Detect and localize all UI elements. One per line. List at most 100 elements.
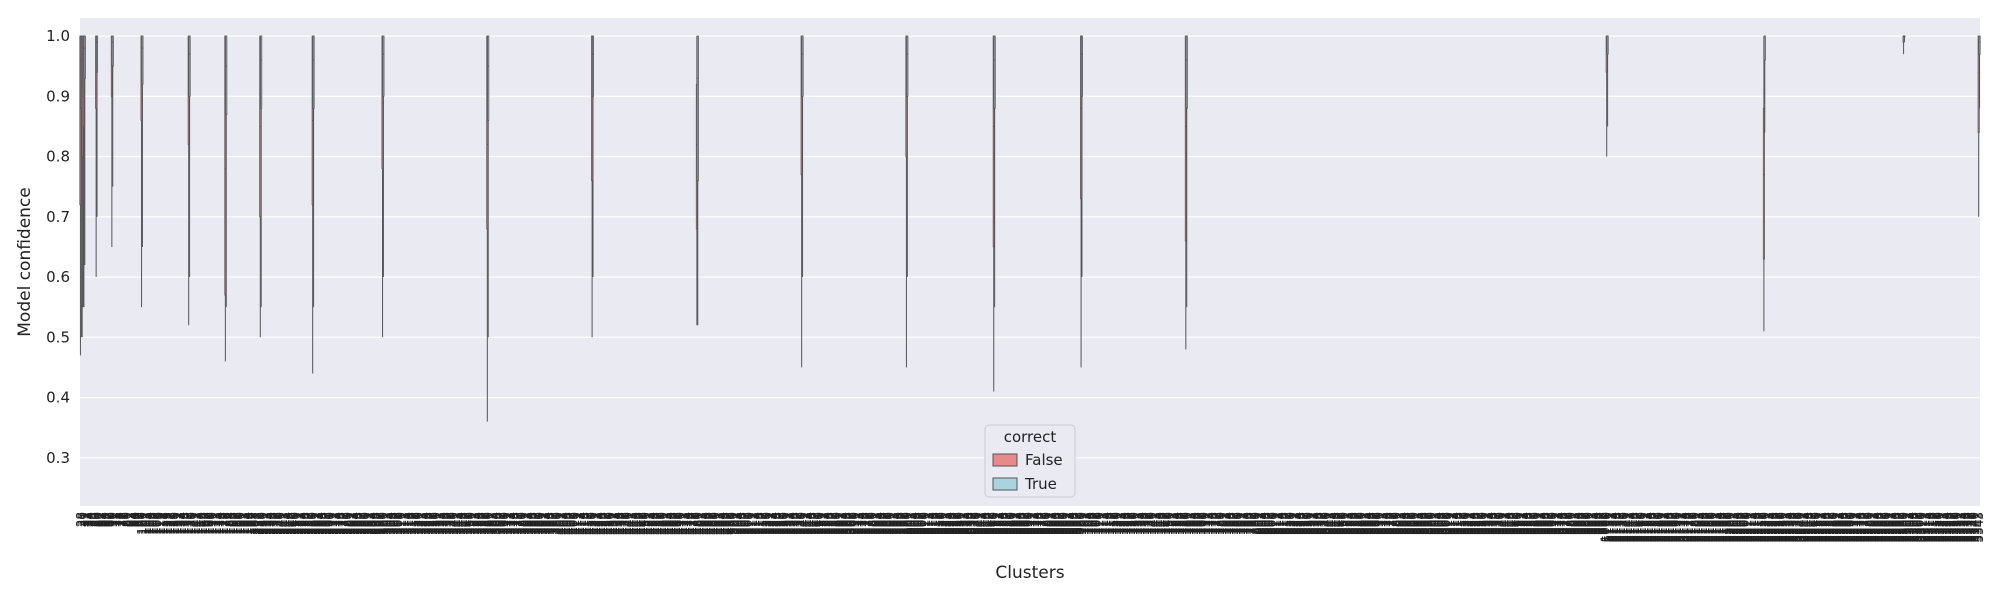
x-tick-label: 386	[526, 512, 540, 535]
x-tick-label: 179	[221, 512, 235, 535]
x-tick-label: 449	[636, 512, 650, 535]
x-tick-label: 509	[741, 512, 755, 535]
x-tick-label: 269	[322, 512, 336, 535]
x-tick-label: 277	[336, 512, 350, 535]
x-tick-label: 5206	[1733, 512, 1747, 543]
x-tick-label: 890	[1406, 512, 1420, 535]
x-tick-label: 628	[949, 512, 963, 535]
x-tick-label: 494	[715, 512, 729, 535]
x-tick-label: 687	[1052, 512, 1066, 535]
x-tick-label: 84	[126, 512, 140, 527]
x-tick-label: 421	[587, 512, 601, 535]
x-tick-label: 5312	[1918, 512, 1932, 543]
x-tick-label: 332	[432, 512, 446, 535]
x-tick-label: 487	[703, 512, 717, 535]
x-tick-label: 877	[1384, 512, 1398, 535]
box-iqr	[96, 35, 99, 73]
x-tick-label: 5181	[1689, 512, 1703, 543]
box-600-true	[906, 35, 909, 278]
x-tick-label: 551	[814, 512, 828, 535]
x-tick-label: 888	[1403, 512, 1417, 535]
x-tick-label: 583	[870, 512, 884, 535]
x-tick-label: 373	[504, 512, 518, 535]
x-tick-label: 450	[638, 512, 652, 535]
box-iqr	[111, 35, 114, 67]
x-tick-label: 561	[832, 512, 846, 535]
x-tick-label: 855	[1345, 512, 1359, 535]
y-axis-ticks: 0.3 0.4 0.5 0.6 0.7 0.8 0.9 1.0	[46, 27, 70, 467]
x-tick-label: 187	[228, 512, 242, 535]
x-tick-label: 324	[418, 512, 432, 535]
x-tick-label: 752	[1165, 512, 1179, 535]
x-tick-label: 264	[313, 512, 327, 535]
box-iqr	[83, 35, 86, 79]
x-tick-label: 894	[1413, 512, 1427, 535]
x-tick-label: 940	[1494, 512, 1508, 535]
x-tick-label: 997	[1593, 512, 1607, 535]
x-tick-label: 811	[1268, 512, 1282, 535]
x-tick-label: 967	[1541, 512, 1555, 535]
box-50-true	[96, 35, 99, 217]
x-tick-label: 520	[760, 512, 774, 535]
x-tick-label: 5296	[1890, 512, 1904, 543]
x-tick-label: 776	[1207, 512, 1221, 535]
x-tick-label: 263	[311, 512, 325, 535]
x-tick-label: 287	[353, 512, 367, 535]
x-tick-label: 5207	[1735, 512, 1749, 543]
x-tick-label: 38	[86, 512, 100, 527]
x-tick-label: 5268	[1841, 512, 1855, 543]
x-tick-label: 60	[91, 512, 105, 527]
x-tick-label: 370	[498, 512, 512, 535]
x-tick-label: 489	[706, 512, 720, 535]
x-tick-label: 5324	[1939, 512, 1953, 543]
x-tick-label: 753	[1167, 512, 1181, 535]
x-tick-label: 609	[916, 512, 930, 535]
x-tick-label: 279	[339, 512, 353, 535]
x-tick-label: 711	[1094, 512, 1108, 535]
x-tick-label: 475	[682, 512, 696, 535]
x-tick-label: 63	[95, 512, 109, 527]
x-tick-label: 5273	[1850, 512, 1864, 543]
x-tick-label: 621	[937, 512, 951, 535]
box-iqr	[188, 35, 191, 97]
x-tick-label: 536	[788, 512, 802, 535]
x-tick-label: 79	[118, 512, 132, 527]
x-tick-label: 428	[600, 512, 614, 535]
x-tick-label: 880	[1389, 512, 1403, 535]
x-tick-label: 385	[524, 512, 538, 535]
x-tick-label: 91	[133, 512, 147, 527]
x-tick-label: 5222	[1761, 512, 1775, 543]
x-tick-label: 5233	[1780, 512, 1794, 543]
x-tick-label: 422	[589, 512, 603, 535]
x-tick-label: 230	[256, 512, 270, 535]
x-tick-label: 5246	[1803, 512, 1817, 543]
x-tick-label: 459	[654, 512, 668, 535]
box-650-true	[993, 35, 996, 308]
x-tick-label: 273	[329, 512, 343, 535]
x-tick-label: 706	[1085, 512, 1099, 535]
x-tick-label: 632	[956, 512, 970, 535]
x-tick-label: 366	[491, 512, 505, 535]
legend-swatch-false	[992, 453, 1018, 467]
x-tick-label: 514	[750, 512, 764, 535]
x-tick-label: 5291	[1881, 512, 1895, 543]
x-tick-label: 562	[834, 512, 848, 535]
x-tick-label: 229	[254, 512, 268, 535]
x-tick-label: 283	[346, 512, 360, 535]
x-tick-label: 5144	[1625, 512, 1639, 543]
x-tick-label: 136	[179, 512, 193, 535]
x-tick-label: 842	[1323, 512, 1337, 535]
x-tick-label: 568	[844, 512, 858, 535]
box-100-true	[141, 35, 144, 247]
x-tick-label: 716	[1103, 512, 1117, 535]
x-tick-label: 5132	[1604, 512, 1618, 543]
x-tick-label: 857	[1349, 512, 1363, 535]
x-tick-label: 391	[535, 512, 549, 535]
x-tick-label: 710	[1092, 512, 1106, 535]
x-tick-label: 5148	[1632, 512, 1646, 543]
x-tick-label: 5227	[1770, 512, 1784, 543]
x-tick-label: 5328	[1946, 512, 1960, 543]
x-tick-label: 899	[1422, 512, 1436, 535]
x-tick-label: 861	[1356, 512, 1370, 535]
x-tick-label: 694	[1064, 512, 1078, 535]
